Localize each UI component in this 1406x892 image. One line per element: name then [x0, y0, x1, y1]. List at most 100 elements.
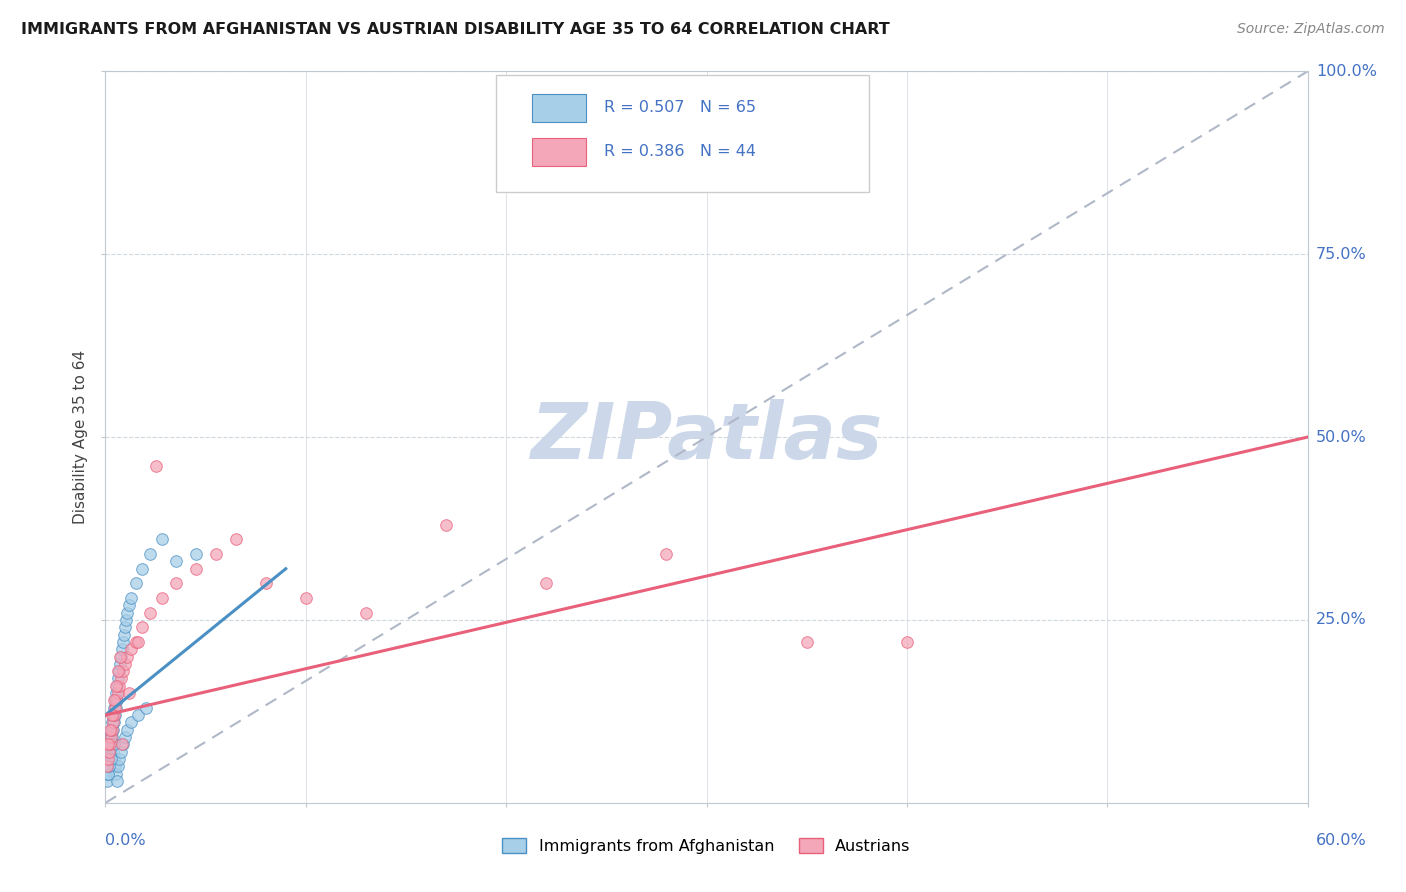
- Point: [110, 745, 132, 759]
- Point: [100, 723, 122, 737]
- Point: [225, 533, 247, 547]
- Point: [114, 730, 136, 744]
- Point: [105, 693, 128, 707]
- Point: [184, 562, 207, 576]
- Point: [101, 715, 124, 730]
- Point: [110, 649, 132, 664]
- Point: [165, 576, 187, 591]
- Point: [114, 620, 136, 634]
- Point: [98, 759, 121, 773]
- Point: [112, 664, 135, 678]
- Point: [150, 591, 173, 605]
- Point: [124, 576, 146, 591]
- Point: [184, 547, 207, 561]
- Point: [104, 700, 127, 714]
- Text: 60.0%: 60.0%: [1316, 833, 1367, 848]
- Point: [101, 730, 124, 744]
- Point: [101, 708, 124, 723]
- Point: [112, 635, 135, 649]
- Point: [107, 672, 129, 686]
- Point: [101, 715, 124, 730]
- Point: [135, 700, 157, 714]
- Point: [100, 730, 122, 744]
- Point: [96, 759, 118, 773]
- Point: [98, 745, 121, 759]
- Point: [108, 679, 131, 693]
- Point: [103, 745, 125, 759]
- Point: [105, 766, 128, 780]
- Point: [112, 737, 135, 751]
- Point: [97, 737, 120, 751]
- Point: [97, 745, 120, 759]
- Legend: Immigrants from Afghanistan, Austrians: Immigrants from Afghanistan, Austrians: [496, 831, 917, 861]
- Text: 50.0%: 50.0%: [1316, 430, 1367, 444]
- Point: [138, 606, 160, 620]
- Point: [127, 708, 149, 723]
- Point: [103, 752, 125, 766]
- Point: [96, 752, 118, 766]
- Point: [97, 759, 120, 773]
- FancyBboxPatch shape: [533, 94, 586, 122]
- Text: 25.0%: 25.0%: [1316, 613, 1367, 627]
- Point: [165, 554, 187, 568]
- Point: [204, 547, 226, 561]
- Point: [121, 591, 143, 605]
- Point: [111, 737, 134, 751]
- Point: [105, 693, 128, 707]
- Point: [100, 752, 122, 766]
- Point: [114, 657, 136, 671]
- Point: [103, 708, 125, 723]
- Point: [354, 606, 377, 620]
- Point: [107, 773, 129, 788]
- Point: [100, 745, 122, 759]
- Point: [104, 759, 127, 773]
- Point: [98, 759, 121, 773]
- Point: [107, 686, 129, 700]
- FancyBboxPatch shape: [533, 138, 586, 166]
- Point: [150, 533, 173, 547]
- FancyBboxPatch shape: [496, 75, 869, 192]
- Text: R = 0.386   N = 44: R = 0.386 N = 44: [605, 145, 756, 160]
- Point: [107, 664, 129, 678]
- Point: [121, 715, 143, 730]
- Text: 75.0%: 75.0%: [1316, 247, 1367, 261]
- Point: [124, 635, 146, 649]
- Point: [118, 686, 141, 700]
- Point: [117, 723, 139, 737]
- Point: [98, 737, 121, 751]
- Point: [104, 708, 127, 723]
- Text: R = 0.507   N = 65: R = 0.507 N = 65: [605, 101, 756, 115]
- Point: [103, 715, 125, 730]
- Point: [97, 766, 120, 780]
- Point: [100, 737, 122, 751]
- Point: [121, 642, 143, 657]
- Point: [103, 708, 125, 723]
- Point: [101, 737, 124, 751]
- Point: [103, 693, 125, 707]
- Point: [107, 679, 129, 693]
- Point: [127, 635, 149, 649]
- Point: [896, 635, 918, 649]
- Point: [115, 613, 138, 627]
- Point: [97, 766, 120, 780]
- Point: [107, 759, 129, 773]
- Point: [108, 752, 131, 766]
- Point: [105, 686, 128, 700]
- Point: [110, 672, 132, 686]
- Point: [108, 664, 131, 678]
- Y-axis label: Disability Age 35 to 64: Disability Age 35 to 64: [73, 350, 89, 524]
- Point: [101, 723, 124, 737]
- Point: [100, 730, 122, 744]
- Point: [118, 599, 141, 613]
- Point: [655, 547, 678, 561]
- Point: [101, 723, 124, 737]
- Point: [104, 693, 127, 707]
- Text: Source: ZipAtlas.com: Source: ZipAtlas.com: [1237, 22, 1385, 37]
- Point: [103, 700, 125, 714]
- Text: IMMIGRANTS FROM AFGHANISTAN VS AUSTRIAN DISABILITY AGE 35 TO 64 CORRELATION CHAR: IMMIGRANTS FROM AFGHANISTAN VS AUSTRIAN …: [21, 22, 890, 37]
- Point: [105, 679, 128, 693]
- Point: [96, 773, 118, 788]
- Point: [114, 627, 136, 641]
- Point: [111, 642, 134, 657]
- Point: [138, 547, 160, 561]
